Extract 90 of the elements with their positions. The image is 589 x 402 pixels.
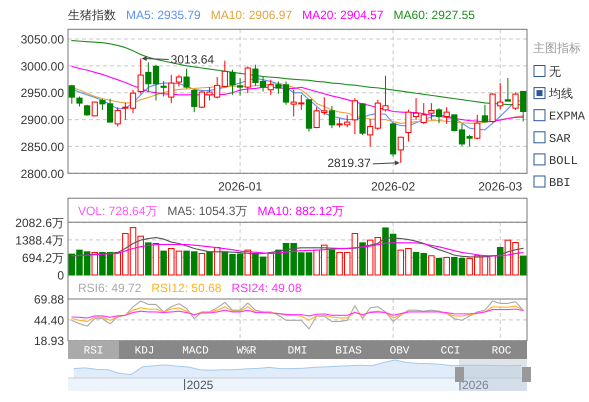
- line-series: [71, 300, 524, 330]
- category-label: SAR: [549, 132, 571, 146]
- text: MA10: 2906.97: [210, 8, 292, 22]
- text: MA60: 2927.55: [394, 8, 476, 22]
- category-label: KDJ: [134, 346, 154, 358]
- bar: [436, 258, 442, 276]
- bar: [267, 252, 274, 276]
- category-label: MACD: [182, 346, 210, 358]
- bar: [214, 246, 220, 276]
- category-label: BIAS: [335, 346, 362, 358]
- bar: [520, 256, 526, 276]
- line-series: [71, 308, 524, 319]
- candlestick: [352, 98, 358, 135]
- y-tick-label: 3000.00: [20, 59, 64, 74]
- bar: [443, 256, 450, 276]
- series-label: MA5: 1054.3万: [167, 204, 248, 218]
- annotation: 3013.64: [170, 52, 214, 67]
- category-label: W%R: [236, 346, 257, 358]
- candlestick: [68, 84, 75, 104]
- candlestick: [444, 106, 450, 124]
- bar: [145, 242, 152, 276]
- x-tick-label: 2026: [462, 378, 490, 392]
- bar: [328, 250, 336, 276]
- y-tick-label: 18.93: [34, 334, 64, 348]
- line-series: [71, 242, 524, 256]
- candlestick: [160, 80, 167, 97]
- bar: [198, 252, 206, 276]
- y-tick-label: 1388.4万: [15, 233, 64, 248]
- category-label: BOLL: [549, 154, 578, 168]
- x-tick-label: 2026-01: [218, 179, 262, 194]
- category-label: BBI: [549, 176, 571, 190]
- candlestick: [512, 92, 519, 110]
- candlestick: [328, 105, 336, 129]
- candlestick: [398, 136, 404, 164]
- text: 主图指标: [533, 41, 581, 55]
- bar: [160, 250, 167, 276]
- series-label: RSI12: 50.68: [151, 281, 222, 295]
- chart-title: 生猪指数: [68, 8, 116, 22]
- category-label: 无: [549, 66, 561, 80]
- candlestick: [229, 69, 236, 96]
- bar: [206, 251, 213, 276]
- candlestick: [138, 58, 144, 94]
- candlestick: [436, 108, 442, 124]
- candlestick: [482, 104, 488, 124]
- y-tick-label: 2900.00: [20, 113, 64, 128]
- bar: [428, 255, 435, 276]
- candlestick: [428, 102, 434, 120]
- text: MA20: 2904.57: [302, 8, 384, 22]
- bar: [92, 252, 98, 276]
- category-label: RSI: [84, 346, 104, 358]
- text: MA5: 2935.79: [126, 8, 202, 22]
- bar: [359, 242, 366, 276]
- y-tick-label: 0: [57, 268, 64, 282]
- category-label: DMI: [288, 346, 308, 358]
- bar: [244, 250, 252, 276]
- y-tick-label: 69.88: [34, 292, 64, 306]
- candlestick: [84, 104, 90, 116]
- candlestick: [168, 74, 174, 104]
- y-tick-label: 694.2万: [22, 250, 64, 265]
- x-tick-label: 2026-02: [371, 179, 416, 194]
- series-label: RSI24: 49.08: [231, 281, 302, 295]
- bar: [152, 242, 160, 276]
- candlestick: [268, 79, 274, 96]
- category-label: EXPMA: [549, 110, 586, 124]
- candlestick: [76, 96, 83, 107]
- y-tick-label: 2950.00: [20, 86, 64, 100]
- candlestick: [114, 106, 121, 128]
- bar: [496, 246, 504, 276]
- y-tick-label: 2082.6万: [15, 216, 64, 230]
- y-tick-label: 44.40: [34, 313, 64, 328]
- series-label: RSI6: 49.72: [78, 281, 142, 295]
- candlestick: [474, 114, 480, 140]
- category-label: CCI: [440, 346, 460, 358]
- candlestick: [176, 74, 182, 87]
- y-tick-label: 3050.00: [20, 32, 64, 46]
- category-label: ROC: [492, 346, 512, 358]
- series-label: VOL: 728.64万: [78, 204, 158, 218]
- candlestick: [520, 90, 526, 122]
- candlestick: [244, 66, 251, 94]
- candlestick: [183, 68, 190, 89]
- candlestick: [191, 89, 198, 113]
- line-series: [71, 306, 524, 322]
- x-tick-label: 2026-03: [478, 179, 523, 194]
- x-tick-label: 2025: [186, 378, 214, 392]
- y-tick-label: 2800.00: [20, 166, 64, 181]
- y-tick-label: 2850.00: [20, 140, 64, 154]
- category-label: OBV: [390, 346, 410, 358]
- category-label: 均线: [548, 88, 573, 102]
- text: MA10: 882.12万: [257, 204, 344, 218]
- annotation: 2819.37: [327, 156, 372, 170]
